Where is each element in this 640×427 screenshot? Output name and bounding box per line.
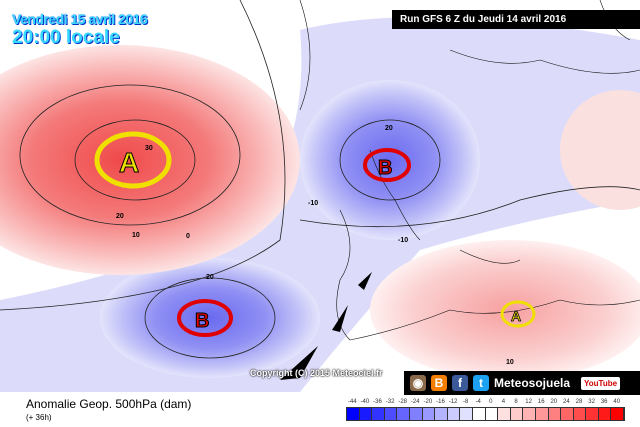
svg-text:-10: -10 [398,237,408,244]
low-label: B [378,157,392,179]
svg-text:30: 30 [145,145,153,152]
legend-label: 4 [501,399,506,405]
legend-label: -16 [436,399,445,405]
legend-swatch [561,408,574,420]
legend-swatch [498,408,511,420]
legend-label: 24 [563,399,570,405]
legend-label: -40 [360,399,370,405]
legend-swatch [523,408,536,420]
low-north-sea [300,80,480,240]
high-label: A [511,308,521,324]
anomaly-map: 30 20 10 0 20 -10 -10 20 10 A B B A [0,0,640,392]
legend-swatch [586,408,599,420]
legend-swatch [347,408,360,420]
contour-labels: 30 20 10 0 20 -10 -10 20 10 [116,125,514,366]
legend-label: -4 [475,399,481,405]
legend-label: -44 [347,399,357,405]
legend-label: -20 [423,399,433,405]
facebook-icon[interactable]: f [452,375,468,391]
legend-label: 0 [489,399,493,405]
legend-swatch [359,408,373,420]
legend-label: -36 [373,399,382,405]
legend-swatch [611,408,625,420]
blogger-icon[interactable]: B [431,375,447,391]
legend-label: -28 [398,399,407,405]
svg-text:20: 20 [385,125,393,132]
low-symbol-icon [177,299,233,337]
forecast-time: 20:00 locale [12,27,120,48]
brand-name[interactable]: Meteosojuela [494,376,571,390]
legend-label: -24 [410,399,420,405]
high-atlantic [0,45,300,275]
legend-swatch [460,408,473,420]
legend-label: -12 [448,399,458,405]
color-legend: -44 -40 -36 -32 -28 -24 -20 -16 -12 -8 -4 0 4 8 12 16 20… [346,399,626,421]
legend-swatch [598,408,612,420]
low-atlantic [100,258,320,378]
legend-label: 28 [575,399,583,405]
low-label: B [195,310,209,332]
legend-swatch [384,408,398,420]
svg-text:20: 20 [116,213,124,220]
legend-label: -32 [385,399,395,405]
legend-swatch [548,408,562,420]
legend-label: 20 [550,399,558,405]
lead-time: (+ 36h) [26,413,52,422]
svg-text:0: 0 [186,233,190,240]
instagram-icon[interactable]: ◉ [410,375,426,391]
svg-text:20: 20 [206,274,214,281]
svg-text:10: 10 [132,232,140,239]
low-symbol-icon [363,148,411,182]
legend-label: 16 [537,399,545,405]
legend-swatch [510,408,524,420]
wind-arrows [280,272,372,380]
legend-label: 8 [514,399,518,405]
legend-swatch [447,408,461,420]
legend-label: 12 [525,399,532,405]
twitter-icon[interactable]: t [473,375,489,391]
legend-swatch [435,408,448,420]
legend-label: 32 [588,399,595,405]
map-title: Anomalie Geop. 500hPa (dam) [26,397,192,411]
legend-swatch [372,408,385,420]
social-bar: ◉ B f t Meteosojuela YouTube [404,371,640,395]
contours [0,0,640,359]
youtube-icon[interactable]: YouTube [581,376,621,390]
legend-swatch [573,408,587,420]
legend-swatch [397,408,410,420]
legend-swatch [485,408,499,420]
legend-swatch [472,408,486,420]
svg-text:10: 10 [506,359,514,366]
legend-label: 36 [600,399,608,405]
svg-text:-10: -10 [308,200,318,207]
copyright: Copyright (C) 2015 Meteociel.fr [250,368,383,378]
high-symbol-icon [94,131,172,189]
legend-label: 40 [613,399,621,405]
forecast-date: Vendredi 15 avril 2016 [12,11,148,27]
legend-swatch [422,408,436,420]
legend-label: -8 [462,399,469,405]
high-label: A [119,147,139,178]
high-symbol-icon [500,300,536,328]
legend-swatch [535,408,549,420]
legend-swatch [409,408,423,420]
high-med [370,240,640,380]
run-info: Run GFS 6 Z du Jeudi 14 avril 2016 [392,10,640,29]
